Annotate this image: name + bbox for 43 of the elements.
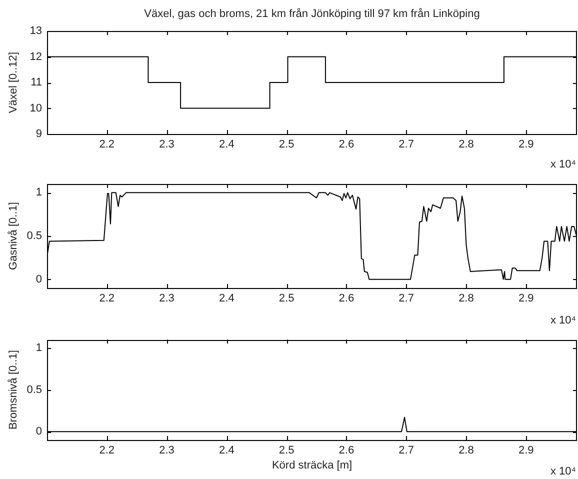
y-axis-title: Bromsnivå [0..1] bbox=[8, 350, 20, 430]
x-tick-label: 2.9 bbox=[518, 138, 534, 151]
x-tick-label: 2.6 bbox=[338, 292, 354, 305]
y-tick-label: 1 bbox=[36, 342, 42, 354]
y-tick-label: 1 bbox=[36, 186, 42, 199]
y-tick-label: 0.5 bbox=[26, 384, 42, 396]
text: x 10⁴ bbox=[550, 314, 576, 327]
x-axis-title: Körd sträcka [m] bbox=[272, 459, 352, 472]
x-tick-label: 2.5 bbox=[278, 292, 294, 305]
x-tick-label: 2.2 bbox=[99, 138, 115, 151]
y-tick-label: 10 bbox=[30, 102, 42, 114]
text: x 10⁴ bbox=[550, 158, 576, 171]
y-tick-label: 0 bbox=[36, 273, 42, 286]
x-tick-label: 2.5 bbox=[278, 444, 294, 457]
x-tick-label: 2.3 bbox=[159, 138, 174, 151]
x-tick-label: 2.7 bbox=[398, 292, 414, 305]
x-tick-label: 2.9 bbox=[518, 292, 534, 305]
x-tick-label: 2.4 bbox=[219, 138, 234, 151]
y-tick-label: 0 bbox=[36, 426, 42, 438]
y-tick-label: 12 bbox=[30, 50, 42, 63]
text: x 10⁴ bbox=[550, 466, 576, 478]
x-tick-label: 2.8 bbox=[458, 138, 474, 151]
y-tick-label: 13 bbox=[30, 25, 42, 38]
x-tick-label: 2.3 bbox=[159, 292, 174, 305]
y-tick-label: 11 bbox=[30, 76, 42, 89]
y-axis-title: Gasnivå [0..1] bbox=[8, 202, 20, 270]
y-tick-label: 9 bbox=[36, 128, 42, 140]
x-tick-label: 2.8 bbox=[458, 292, 474, 305]
x-tick-label: 2.3 bbox=[159, 444, 174, 457]
y-tick-label: 0.5 bbox=[26, 230, 42, 242]
x-tick-label: 2.8 bbox=[458, 444, 474, 457]
x-tick-label: 2.2 bbox=[99, 292, 115, 305]
x-tick-label: 2.9 bbox=[518, 444, 534, 457]
chart-title: Växel, gas och broms, 21 km från Jönköping till 97 km från Linköping bbox=[144, 8, 480, 20]
x-tick-label: 2.7 bbox=[398, 444, 414, 457]
y-axis-title: Växel [0..12] bbox=[8, 52, 20, 114]
x-tick-label: 2.4 bbox=[219, 444, 234, 457]
x-tick-label: 2.5 bbox=[278, 138, 294, 151]
x-tick-label: 2.6 bbox=[338, 138, 354, 151]
x-tick-label: 2.2 bbox=[99, 444, 115, 457]
x-tick-label: 2.4 bbox=[219, 292, 234, 305]
x-tick-label: 2.6 bbox=[338, 444, 354, 457]
x-tick-label: 2.7 bbox=[398, 138, 414, 151]
